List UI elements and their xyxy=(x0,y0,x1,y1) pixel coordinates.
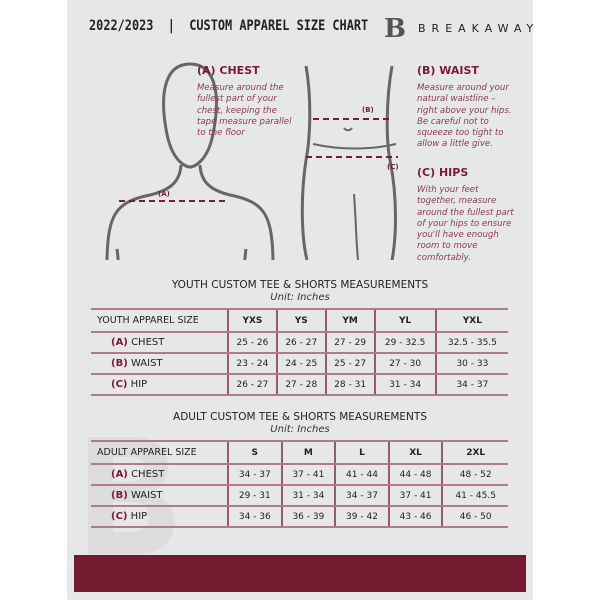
waist-description: Measure around your natural waistline – … xyxy=(417,83,512,150)
measurement-cell: 37 - 41 xyxy=(280,463,336,486)
measurement-cell: 37 - 41 xyxy=(387,484,443,507)
upper-body-outline-icon xyxy=(105,62,275,260)
table-row: (B) WAIST 29 - 31 31 - 34 34 - 37 37 - 41 41 … xyxy=(91,484,508,507)
measurement-cell: 27 - 28 xyxy=(275,373,326,396)
measurement-cell: 26 - 27 xyxy=(227,373,277,396)
row-name: HIP xyxy=(130,379,148,390)
hips-heading: (C) HIPS xyxy=(417,166,469,179)
measurement-cell: 31 - 34 xyxy=(280,484,336,507)
header-cell: S xyxy=(227,440,282,465)
waist-marker: (B) xyxy=(362,106,374,114)
row-name: HIP xyxy=(130,511,148,522)
header-cell: YOUTH APPAREL SIZE xyxy=(91,308,228,333)
hips-description: With your feet together, measure around … xyxy=(417,185,514,263)
chest-marker: (A) xyxy=(158,190,170,198)
row-name: CHEST xyxy=(131,469,165,480)
measurement-cell: 28 - 31 xyxy=(324,373,375,396)
measurement-cell: 24 - 25 xyxy=(275,352,326,375)
measurement-cell: 43 - 46 xyxy=(387,505,443,528)
header-cell: L xyxy=(334,440,389,465)
youth-table-title: YOUTH CUSTOM TEE & SHORTS MEASUREMENTS xyxy=(171,279,429,291)
torso-outline-icon xyxy=(300,65,397,260)
measurement-cell: 25 - 26 xyxy=(227,331,277,354)
row-name: WAIST xyxy=(130,490,163,501)
page-title: 2022/2023 | CUSTOM APPAREL SIZE CHART xyxy=(89,18,369,34)
adult-unit: Unit: Inches xyxy=(270,424,330,435)
row-label: (C) HIP xyxy=(91,373,228,396)
row-label: (B) WAIST xyxy=(91,484,228,507)
measurement-cell: 34 - 37 xyxy=(434,373,508,396)
row-tag: (B) xyxy=(111,358,128,369)
youth-size-table: YOUTH APPAREL SIZE YXS YS YM YL YXL (A) … xyxy=(91,308,508,396)
measurement-cell: 48 - 52 xyxy=(441,463,508,486)
row-label: (A) CHEST xyxy=(91,463,228,486)
measurement-cell: 34 - 36 xyxy=(227,505,282,528)
measurement-cell: 41 - 45.5 xyxy=(441,484,508,507)
table-row: (C) HIP 26 - 27 27 - 28 28 - 31 31 - 34 34 - … xyxy=(91,373,508,396)
chest-description: Measure around the fullest part of your … xyxy=(197,83,292,139)
header-cell: YXS xyxy=(227,308,277,333)
row-tag: (A) xyxy=(111,469,128,480)
measurement-cell: 26 - 27 xyxy=(275,331,326,354)
header-cell: ADULT APPAREL SIZE xyxy=(91,440,228,465)
measurement-cell: 29 - 31 xyxy=(227,484,282,507)
measurement-cell: 30 - 33 xyxy=(434,352,508,375)
measurement-cell: 27 - 30 xyxy=(373,352,436,375)
body-diagram: (A) (B) (C) xyxy=(105,62,399,260)
row-tag: (A) xyxy=(111,337,128,348)
header-cell: YL xyxy=(373,308,436,333)
row-name: WAIST xyxy=(130,358,163,369)
brand-name: BREAKAWAY xyxy=(418,22,540,35)
measurement-cell: 36 - 39 xyxy=(280,505,336,528)
chest-heading: (A) CHEST xyxy=(197,64,260,77)
row-label: (B) WAIST xyxy=(91,352,228,375)
row-tag: (C) xyxy=(111,379,128,390)
header-cell: M xyxy=(280,440,336,465)
measurement-cell: 27 - 29 xyxy=(324,331,375,354)
measurement-cell: 32.5 - 35.5 xyxy=(434,331,508,354)
row-tag: (C) xyxy=(111,511,128,522)
footer-bar xyxy=(74,555,526,592)
measurement-cell: 25 - 27 xyxy=(324,352,375,375)
header-cell: XL xyxy=(387,440,443,465)
header-cell: 2XL xyxy=(441,440,508,465)
measurement-cell: 44 - 48 xyxy=(387,463,443,486)
table-row: (B) WAIST 23 - 24 24 - 25 25 - 27 27 - 30 30 … xyxy=(91,352,508,375)
measurement-cell: 29 - 32.5 xyxy=(373,331,436,354)
hips-marker: (C) xyxy=(387,163,399,171)
measurement-cell: 46 - 50 xyxy=(441,505,508,528)
measurement-cell: 41 - 44 xyxy=(334,463,389,486)
measurement-cell: 39 - 42 xyxy=(334,505,389,528)
row-name: CHEST xyxy=(131,337,165,348)
measurement-cell: 31 - 34 xyxy=(373,373,436,396)
measurement-cell: 34 - 37 xyxy=(334,484,389,507)
header-cell: YM xyxy=(324,308,375,333)
measurement-cell: 23 - 24 xyxy=(227,352,277,375)
brand-logo-icon: B xyxy=(384,14,406,44)
adult-size-table: ADULT APPAREL SIZE S M L XL 2XL (A) CHES… xyxy=(91,440,508,528)
waist-heading: (B) WAIST xyxy=(417,64,479,77)
row-label: (A) CHEST xyxy=(91,331,228,354)
header-cell: YXL xyxy=(434,308,508,333)
table-header-row: YOUTH APPAREL SIZE YXS YS YM YL YXL xyxy=(91,308,508,333)
adult-table-title: ADULT CUSTOM TEE & SHORTS MEASUREMENTS xyxy=(173,411,427,423)
row-label: (C) HIP xyxy=(91,505,228,528)
youth-unit: Unit: Inches xyxy=(270,292,330,303)
row-tag: (B) xyxy=(111,490,128,501)
measurement-cell: 34 - 37 xyxy=(227,463,282,486)
table-row: (A) CHEST 34 - 37 37 - 41 41 - 44 44 - 48 48 … xyxy=(91,463,508,486)
header-cell: YS xyxy=(275,308,326,333)
table-header-row: ADULT APPAREL SIZE S M L XL 2XL xyxy=(91,440,508,465)
table-row: (C) HIP 34 - 36 36 - 39 39 - 42 43 - 46 46 - … xyxy=(91,505,508,528)
table-row: (A) CHEST 25 - 26 26 - 27 27 - 29 29 - 32.5 3… xyxy=(91,331,508,354)
